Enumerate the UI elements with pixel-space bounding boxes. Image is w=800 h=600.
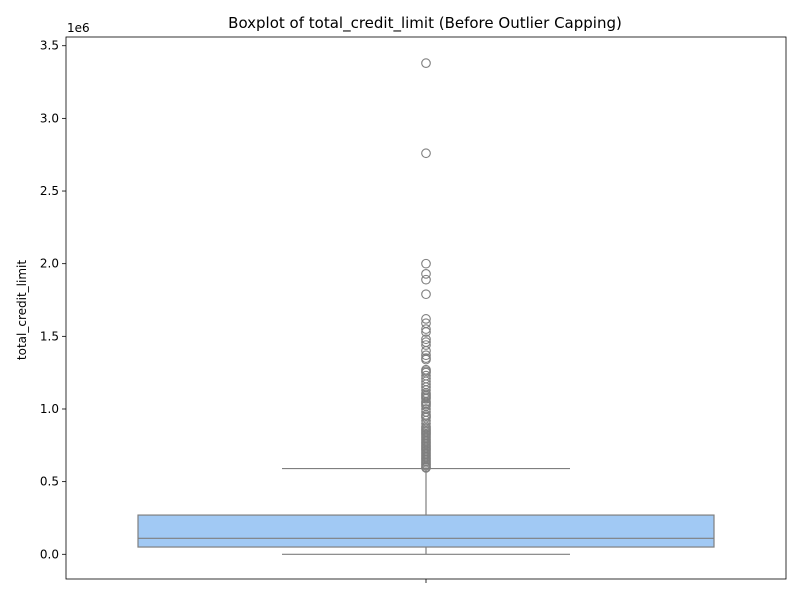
outlier-point (421, 148, 431, 159)
y-tick-label: 0.0 (40, 547, 59, 561)
y-tick-label: 0.5 (40, 475, 59, 489)
y-axis: 0.0 0.5 1.0 1.5 2.0 2.5 3.0 3.5 (40, 39, 427, 583)
y-tick-label: 1.0 (40, 402, 59, 416)
y-tick-label: 2.0 (40, 257, 59, 271)
y-axis-offset-label: 1e6 (67, 21, 90, 35)
outlier-point (421, 324, 431, 334)
y-tick-label: 3.0 (40, 111, 59, 125)
y-axis-label: total_credit_limit (15, 260, 29, 360)
chart-title: Boxplot of total_credit_limit (Before Ou… (228, 14, 622, 33)
outlier-point (421, 354, 431, 365)
outlier-point (421, 334, 431, 345)
y-tick-label: 1.5 (40, 329, 59, 343)
outlier-point (421, 258, 431, 269)
outlier-point (421, 340, 431, 350)
plot-area (137, 58, 715, 555)
outlier-point (421, 350, 431, 361)
outlier-point (421, 314, 431, 324)
outlier-point (421, 327, 431, 337)
outlier-point (421, 58, 431, 69)
outlier-point (421, 274, 431, 285)
outlier-point (421, 269, 431, 279)
outlier-point (421, 289, 431, 300)
outlier-point (421, 462, 431, 473)
y-tick-label: 2.5 (40, 184, 59, 198)
outlier-point (421, 393, 431, 404)
iqr-box (137, 514, 715, 548)
y-tick-label: 3.5 (40, 39, 59, 53)
